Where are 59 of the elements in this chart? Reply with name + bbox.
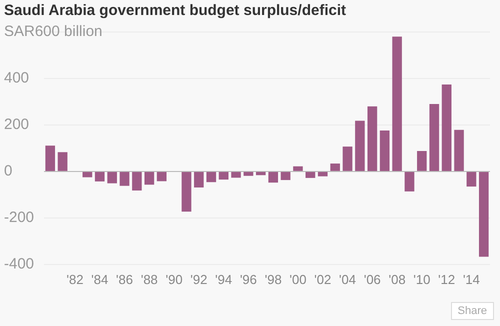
bar [231,172,241,178]
bar [454,130,464,171]
x-tick-label: '02 [314,272,332,287]
bar [306,172,316,178]
bar [466,172,476,187]
bar [120,172,130,186]
bar [268,172,278,183]
y-tick-label: 0 [4,162,12,180]
bar [355,120,365,171]
x-tick-label: '08 [388,272,406,287]
bar [367,106,378,171]
bar [417,150,427,171]
x-tick-label: '84 [91,272,108,287]
y-tick-label: 400 [4,70,30,87]
x-tick-label: '14 [462,272,480,287]
bar [58,152,68,171]
bar [293,166,303,171]
bar [107,172,117,184]
x-tick-label: '00 [289,272,306,287]
bar [380,130,390,171]
x-tick-label: '82 [66,272,84,287]
bar [94,172,105,182]
bar [182,172,192,212]
x-tick-label: '10 [413,272,430,287]
x-tick-label: '04 [339,272,356,287]
x-tick-label: '90 [166,272,183,287]
x-tick-label: '86 [116,272,134,287]
text: Share [450,302,494,320]
bar [442,84,452,171]
bar [392,36,402,171]
bar [478,172,489,257]
bar [342,146,352,171]
y-tick-label: -400 [4,256,34,273]
bar [218,172,228,180]
x-tick-label: '92 [190,272,208,287]
bar [256,172,266,176]
x-tick-label: '88 [140,272,158,287]
bar [404,172,414,192]
x-tick-label: '06 [364,272,381,287]
bar [206,172,216,182]
x-tick-label: '98 [264,272,282,287]
x-tick-label: '94 [215,272,232,287]
bar [132,172,142,190]
chart-title: Saudi Arabia government budget surplus/deficit [4,2,346,19]
bar [244,172,254,176]
bar [82,172,92,178]
bar [330,164,340,171]
y-tick-label: SAR600 billion [4,23,102,40]
y-tick-label: 200 [4,116,30,134]
bar [144,172,154,185]
bar [280,172,290,180]
x-tick-label: '12 [438,272,456,287]
bar [429,104,440,171]
bar [194,172,204,188]
bar [45,146,56,171]
bar [156,172,167,182]
y-tick-label: -200 [4,209,34,226]
bar [318,172,328,176]
x-tick-label: '96 [240,272,257,287]
